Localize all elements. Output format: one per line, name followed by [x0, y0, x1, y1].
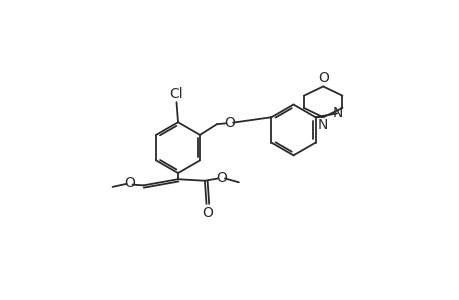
Text: O: O: [124, 176, 134, 190]
Text: N: N: [332, 106, 342, 120]
Text: O: O: [202, 206, 213, 220]
Text: Cl: Cl: [169, 87, 183, 101]
Text: O: O: [224, 116, 234, 130]
Text: N: N: [317, 118, 328, 132]
Text: O: O: [317, 71, 328, 85]
Text: O: O: [216, 171, 227, 185]
